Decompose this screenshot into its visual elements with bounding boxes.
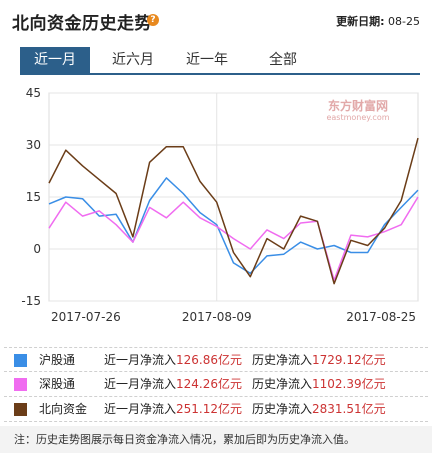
help-icon[interactable]: ? (147, 14, 159, 26)
history-inflow: 历史净流入1729.12亿元 (252, 353, 386, 367)
month-inflow: 近一月净流入251.12亿元 (104, 402, 243, 416)
tab-one-year[interactable]: 近一年 (186, 52, 228, 68)
header: 北向资金历史走势 ? 更新日期: 08-25 (0, 0, 432, 38)
legend-row-sgt: 深股通 近一月净流入124.26亿元 历史净流入1102.39亿元 (4, 372, 428, 397)
legend: 沪股通 近一月净流入126.86亿元 历史净流入1729.12亿元 深股通 近一… (4, 347, 428, 422)
legend-row-hgt: 沪股通 近一月净流入126.86亿元 历史净流入1729.12亿元 (4, 347, 428, 372)
legend-swatch-northbound (14, 403, 27, 416)
x-tick-label: 2017-07-26 (51, 310, 121, 324)
page-title: 北向资金历史走势 (12, 14, 152, 34)
history-inflow-value: 2831.51亿元 (312, 402, 386, 416)
legend-swatch-hgt (14, 354, 27, 367)
x-tick-label: 2017-08-09 (182, 310, 252, 324)
series-line-0 (48, 177, 419, 275)
update-date-label: 更新日期: (336, 15, 385, 28)
series-line-1 (48, 196, 419, 281)
watermark-domain: eastmoney.com (326, 113, 389, 122)
month-inflow-value: 126.86亿元 (176, 353, 243, 367)
y-tick-label: -15 (21, 294, 41, 308)
x-tick-label: 2017-08-25 (346, 310, 416, 324)
legend-swatch-sgt (14, 378, 27, 391)
history-inflow: 历史净流入1102.39亿元 (252, 377, 386, 391)
chart: 45 30 15 0 -15 2017-07-26 2017-08-09 2017-08-25… (0, 80, 432, 340)
update-date-value: 08-25 (388, 15, 420, 28)
history-inflow-value: 1729.12亿元 (312, 353, 386, 367)
y-tick-label: 30 (26, 138, 41, 152)
y-tick-label: 45 (26, 86, 41, 100)
y-tick-label: 0 (33, 242, 41, 256)
history-inflow: 历史净流入2831.51亿元 (252, 402, 386, 416)
month-inflow-value: 124.26亿元 (176, 377, 243, 391)
legend-name: 深股通 (39, 377, 76, 391)
chart-svg: 45 30 15 0 -15 2017-07-26 2017-08-09 2017-08-25… (21, 86, 419, 324)
period-tabs: 近一月 近六月 近一年 全部 (20, 47, 420, 75)
watermark-brand: 东方财富网 (328, 98, 388, 113)
tab-one-month[interactable]: 近一月 (20, 47, 90, 73)
history-inflow-value: 1102.39亿元 (312, 377, 386, 391)
month-inflow: 近一月净流入124.26亿元 (104, 377, 243, 391)
month-inflow: 近一月净流入126.86亿元 (104, 353, 243, 367)
tab-six-months[interactable]: 近六月 (112, 52, 154, 68)
month-inflow-value: 251.12亿元 (176, 402, 243, 416)
legend-name: 沪股通 (39, 353, 76, 367)
footnote: 注：历史走势图展示每日资金净流入情况，累加后即为历史净流入值。 (0, 426, 432, 453)
series-line-2 (48, 137, 419, 285)
y-tick-label: 15 (26, 190, 41, 204)
update-date: 更新日期: 08-25 (336, 13, 420, 29)
legend-name: 北向资金 (39, 402, 88, 416)
legend-row-northbound: 北向资金 近一月净流入251.12亿元 历史净流入2831.51亿元 (4, 397, 428, 422)
tab-all[interactable]: 全部 (269, 52, 297, 68)
